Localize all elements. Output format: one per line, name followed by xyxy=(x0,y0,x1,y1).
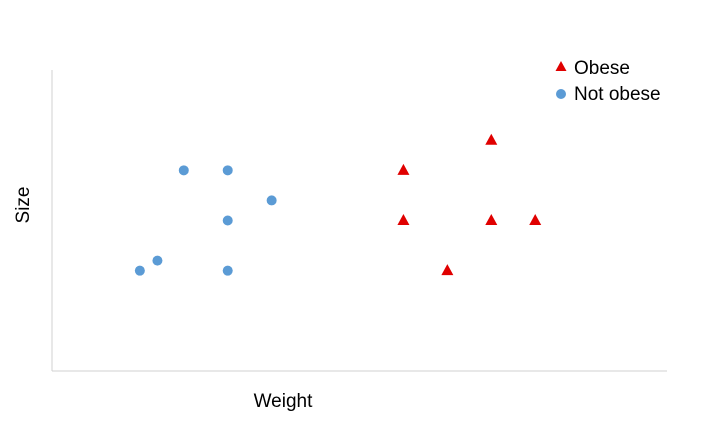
obese-point xyxy=(529,214,542,225)
legend-label-not-obese: Not obese xyxy=(574,84,661,105)
not-obese-point xyxy=(266,195,277,206)
not-obese-point xyxy=(222,215,233,226)
x-axis-title: Weight xyxy=(254,391,314,412)
series-not-obese xyxy=(134,165,277,276)
not-obese-point xyxy=(222,265,233,276)
not-obese-point xyxy=(152,255,163,266)
series-obese xyxy=(397,133,542,276)
legend-item-obese: Obese xyxy=(555,58,630,79)
legend-label-obese: Obese xyxy=(574,58,630,79)
obese-point xyxy=(397,163,410,175)
obese-point xyxy=(397,214,410,225)
y-axis-title: Size xyxy=(13,187,34,224)
not-obese-point xyxy=(178,165,189,176)
plot-area xyxy=(51,70,667,372)
legend: Obese Not obese xyxy=(555,58,661,105)
obese-point xyxy=(485,214,498,225)
legend-triangle-marker xyxy=(555,61,567,71)
obese-point xyxy=(441,264,454,276)
legend-item-not-obese: Not obese xyxy=(556,84,661,105)
obese-point xyxy=(485,133,498,145)
legend-circle-marker xyxy=(556,89,566,99)
not-obese-point xyxy=(222,165,233,176)
not-obese-point xyxy=(134,265,145,276)
markers-layer xyxy=(134,133,542,276)
